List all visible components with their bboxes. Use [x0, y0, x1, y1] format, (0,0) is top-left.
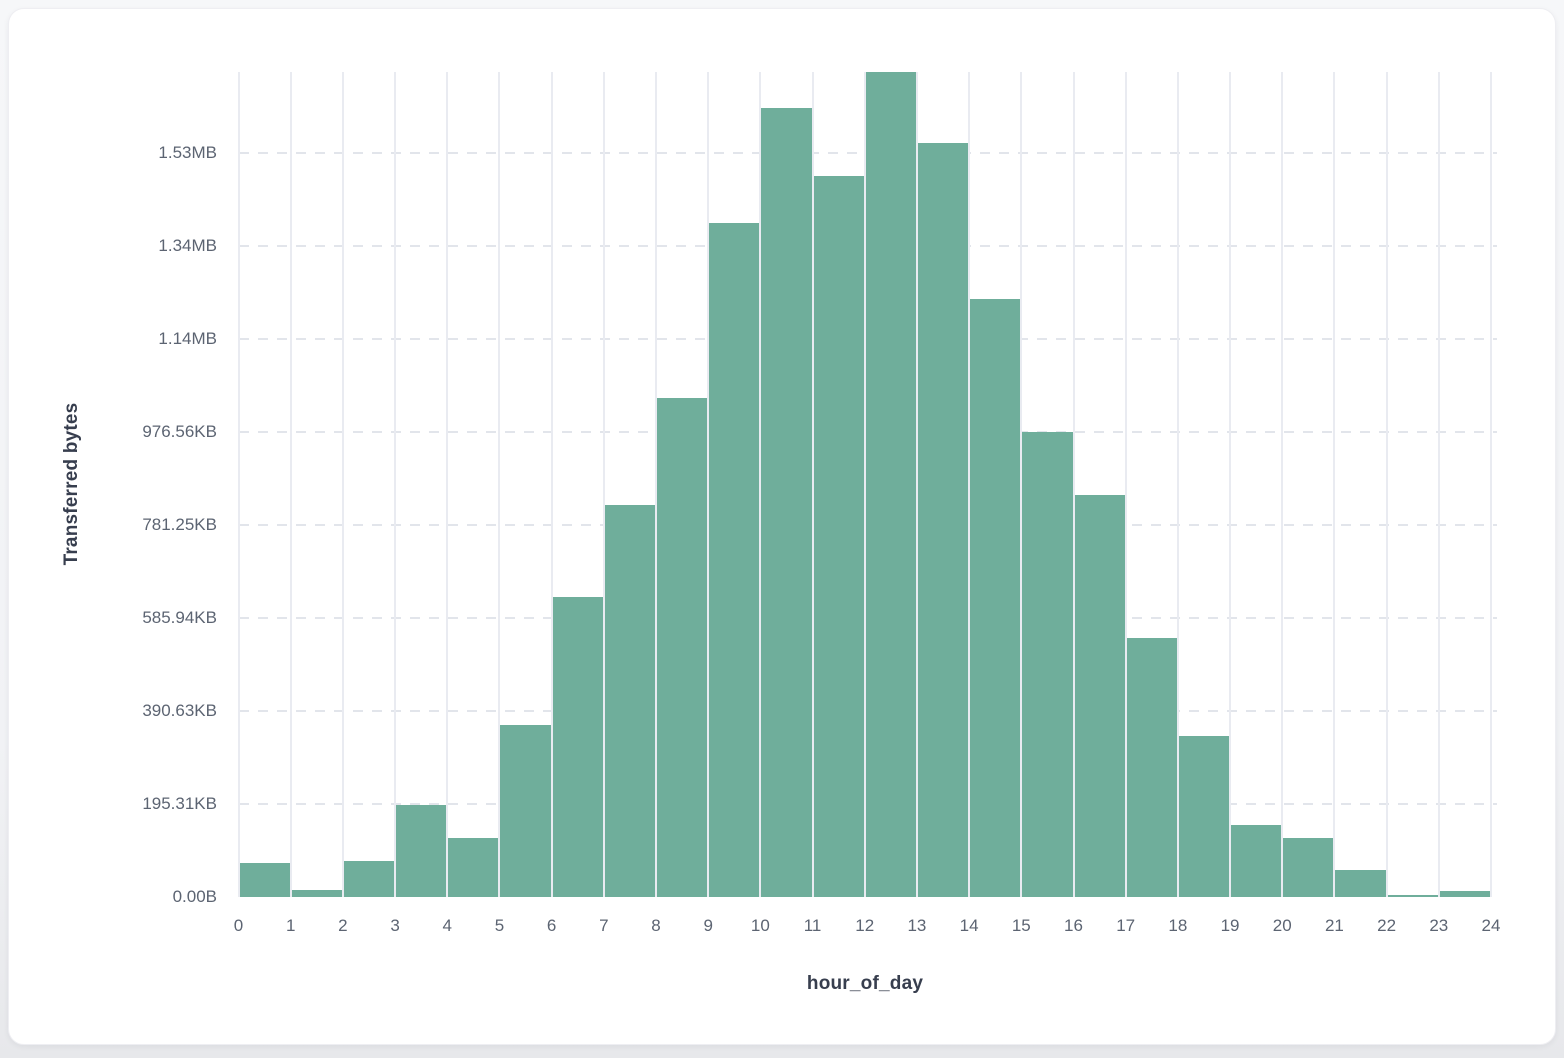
bar-hour-18[interactable]: [1178, 736, 1230, 897]
x-tick-label: 19: [1220, 916, 1240, 935]
bar-hour-17[interactable]: [1126, 637, 1177, 897]
y-tick-label: 585.94KB: [142, 608, 217, 628]
gridline-vertical: [1385, 72, 1388, 897]
x-tick-label: 12: [855, 916, 875, 935]
plot-area: [237, 72, 1497, 897]
gridline-vertical: [1020, 72, 1023, 897]
gridline-vertical: [1176, 72, 1179, 897]
bar-hour-15[interactable]: [1022, 431, 1073, 897]
x-tick-label: 10: [750, 916, 770, 935]
x-tick-label: 17: [1116, 916, 1136, 935]
x-tick-label: 0: [233, 916, 244, 935]
x-tick-label: 16: [1064, 916, 1083, 935]
bar-hour-3[interactable]: [396, 805, 447, 897]
gridline-vertical: [602, 72, 605, 897]
x-tick-label: 6: [546, 916, 557, 935]
bar-hour-12[interactable]: [865, 72, 916, 897]
bar-hour-13[interactable]: [917, 142, 969, 897]
x-tick-label: 21: [1324, 916, 1344, 935]
bar-hour-4[interactable]: [448, 837, 499, 897]
gridline-vertical: [863, 72, 866, 897]
y-tick-label: 1.53MB: [158, 143, 217, 163]
y-tick-label: 195.31KB: [142, 794, 217, 814]
gridline-vertical: [498, 72, 501, 897]
y-tick-label: 781.25KB: [142, 515, 217, 535]
gridline-vertical: [915, 72, 918, 897]
histogram-chart: Transferred bytes hour_of_day 0.00B 195.3…: [9, 9, 1555, 1044]
y-tick-label: 0.00B: [172, 887, 217, 906]
gridline-vertical: [237, 72, 240, 897]
x-tick-label: 24: [1481, 916, 1501, 935]
bar-hour-22[interactable]: [1387, 895, 1438, 897]
y-axis-title: Transferred bytes: [61, 402, 82, 566]
x-tick-label: 22: [1377, 916, 1397, 935]
gridline-vertical: [759, 72, 762, 897]
y-tick-label: 976.56KB: [142, 422, 217, 442]
x-tick-label: 20: [1272, 916, 1292, 935]
bar-hour-7[interactable]: [604, 505, 655, 897]
gridline-vertical: [1072, 72, 1075, 897]
gridline-vertical: [655, 72, 657, 897]
x-tick-label: 18: [1168, 916, 1188, 935]
x-tick-label: 23: [1429, 916, 1449, 935]
gridline-vertical: [1229, 72, 1232, 897]
bar-hour-19[interactable]: [1231, 825, 1282, 897]
x-tick-label: 15: [1011, 916, 1031, 935]
chart-card: Transferred bytes hour_of_day 0.00B 195.3…: [8, 8, 1556, 1045]
gridline-vertical: [341, 72, 344, 897]
bar-hour-14[interactable]: [970, 298, 1021, 897]
bar-hour-9[interactable]: [709, 223, 760, 897]
bar-hour-21[interactable]: [1335, 870, 1386, 897]
gridline-vertical: [1490, 72, 1492, 897]
gridline-vertical: [811, 72, 814, 897]
bar-hour-16[interactable]: [1074, 495, 1125, 897]
gridline-vertical: [968, 72, 971, 897]
gridline-vertical: [289, 72, 292, 897]
x-tick-label: 9: [703, 916, 713, 935]
bar-hour-2[interactable]: [343, 860, 395, 897]
x-tick-label: 8: [651, 916, 661, 935]
gridline-vertical: [446, 72, 449, 897]
x-tick-label: 2: [338, 916, 348, 935]
y-tick-label: 390.63KB: [142, 701, 217, 721]
bar-hour-8[interactable]: [657, 397, 708, 897]
bar-hour-1[interactable]: [291, 889, 342, 897]
gridline-vertical: [1124, 72, 1127, 897]
bar-hour-0[interactable]: [239, 863, 290, 897]
bar-hour-11[interactable]: [813, 176, 864, 897]
bar-hour-10[interactable]: [761, 107, 812, 897]
x-tick-label: 3: [390, 916, 400, 935]
gridline-vertical: [707, 72, 710, 897]
x-tick-label: 1: [285, 916, 296, 935]
y-tick-label: 1.14MB: [158, 329, 217, 349]
x-tick-label: 5: [494, 916, 505, 935]
bar-hour-20[interactable]: [1283, 837, 1334, 897]
y-tick-label: 1.34MB: [158, 236, 217, 256]
gridline-vertical: [1333, 72, 1336, 897]
gridline-vertical: [550, 72, 553, 897]
x-tick-label: 11: [803, 916, 822, 935]
gridline-vertical: [1437, 72, 1440, 897]
gridline-vertical: [1281, 72, 1284, 897]
x-tick-label: 13: [907, 916, 927, 935]
x-tick-label: 14: [959, 916, 979, 935]
gridline-vertical: [394, 72, 397, 897]
bar-hour-6[interactable]: [552, 597, 603, 897]
bar-hour-5[interactable]: [500, 725, 551, 897]
bar-hour-23[interactable]: [1439, 890, 1490, 897]
x-axis-title: hour_of_day: [806, 973, 924, 994]
x-tick-label: 7: [599, 916, 609, 935]
x-tick-label: 4: [442, 916, 452, 935]
